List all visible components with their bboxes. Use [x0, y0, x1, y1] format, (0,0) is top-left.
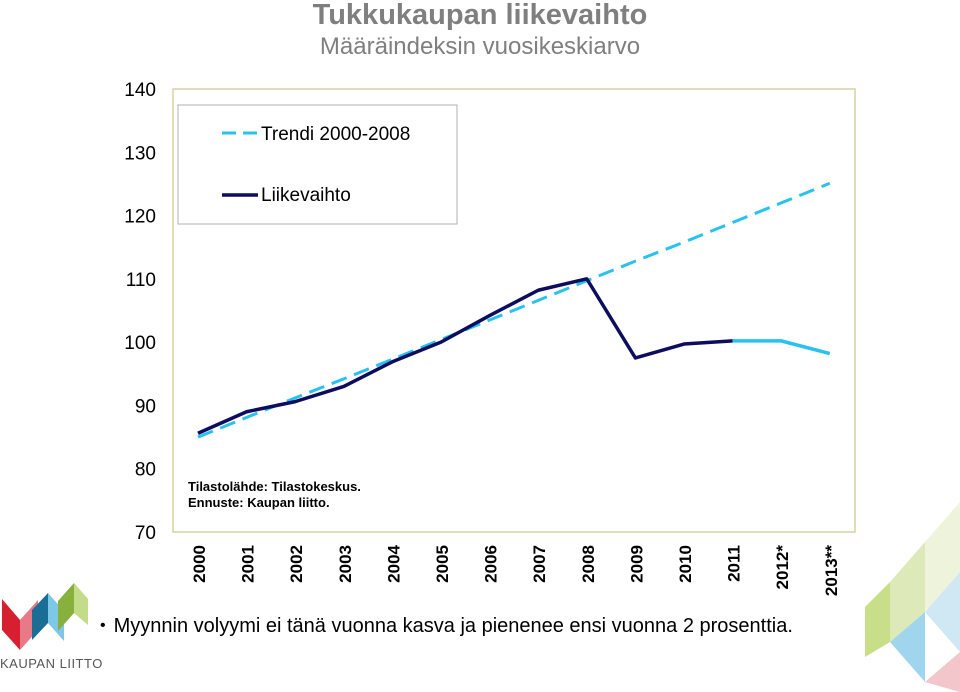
chart-title: Tukkukaupan liikevaihto [312, 0, 648, 31]
x-tick-label: 2008 [579, 545, 598, 583]
y-tick-label: 70 [135, 523, 156, 544]
series-line-trend [197, 181, 831, 439]
x-tick-label: 2003 [336, 545, 355, 583]
x-tick-label: 2006 [482, 545, 501, 583]
y-tick-label: 120 [124, 207, 156, 228]
series-line-liikevaihto-forecast [732, 339, 831, 356]
bullet-icon: • [100, 617, 106, 634]
series-line-liikevaihto [197, 277, 733, 435]
legend-box [177, 104, 458, 225]
legend: Trendi 2000-2008 Liikevaihto [177, 104, 458, 225]
summary-text: Myynnin volyymi ei tänä vuonna kasva ja … [113, 615, 793, 637]
summary-bullet: • Myynnin volyymi ei tänä vuonna kasva ja… [100, 614, 793, 638]
x-tick-label: 2005 [433, 545, 452, 583]
series-layer [197, 181, 831, 439]
x-axis-ticks: 2000 2001 2002 2003 2004 2005 2006 2007 2008 2009… [190, 544, 841, 596]
kaupan-liitto-logo [2, 583, 88, 650]
legend-label-trend: Trendi 2000-2008 [261, 124, 410, 145]
y-tick-label: 100 [124, 333, 156, 354]
x-tick-label: 2012* [773, 545, 792, 590]
source-note-line-2: Ennuste: Kaupan liitto. [188, 495, 330, 510]
y-tick-label: 110 [126, 270, 156, 291]
y-tick-label: 130 [124, 143, 156, 164]
x-tick-label: 2007 [530, 545, 549, 583]
x-tick-label: 2000 [190, 545, 209, 583]
logo-text: KAUPAN LIITTO [0, 656, 103, 671]
legend-label-liikevaihto: Liikevaihto [261, 185, 351, 206]
source-note-line-1: Tilastolähde: Tilastokeskus. [188, 479, 361, 494]
chart-subtitle: Määräindeksin vuosikeskiarvo [319, 33, 641, 60]
plot-area-border [172, 88, 856, 533]
x-tick-label: 2011 [725, 545, 744, 582]
y-axis-ticks: 70 80 90 100 110 120 130 140 [124, 80, 156, 544]
corner-decoration [865, 502, 960, 692]
x-tick-label: 2002 [287, 545, 306, 583]
x-tick-label: 2009 [627, 545, 646, 583]
x-tick-label: 2001 [239, 545, 258, 583]
y-tick-label: 80 [135, 460, 156, 481]
x-tick-label: 2004 [384, 544, 403, 582]
y-tick-label: 90 [135, 396, 156, 417]
y-tick-label: 140 [124, 80, 156, 101]
x-tick-label: 2013** [822, 545, 841, 596]
x-tick-label: 2010 [676, 545, 695, 583]
